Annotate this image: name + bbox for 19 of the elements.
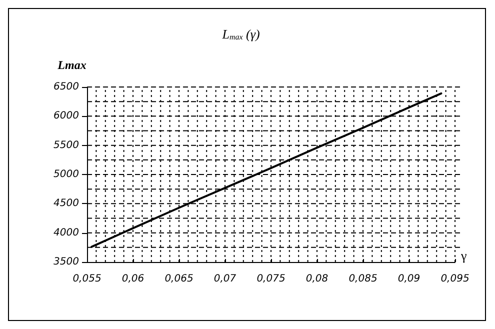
y-tick-label: 4000 — [54, 227, 79, 238]
y-tick-label: 4500 — [54, 198, 79, 210]
y-tick-label: 5500 — [54, 140, 79, 151]
x-tick-label: 0,06 — [122, 274, 144, 284]
x-tick-label: 0,085 — [348, 274, 378, 284]
x-tick-label: 0,065 — [164, 274, 194, 284]
y-tick-label: 5000 — [54, 169, 79, 180]
x-tick-label: 0,07 — [214, 274, 237, 284]
y-tick-label: 3500 — [54, 256, 79, 268]
x-tick-label: 0,08 — [306, 274, 328, 284]
y-axis-title: Lmax — [56, 58, 86, 72]
y-tick-label: 6000 — [54, 110, 79, 122]
x-axis-title: γ — [460, 248, 467, 263]
x-tick-label: 0,055 — [72, 274, 102, 284]
chart-title: Lmax (γ) — [221, 26, 260, 42]
y-tick-label: 6500 — [54, 82, 79, 92]
x-tick-label: 0,095 — [440, 274, 470, 284]
x-tick-label: 0,075 — [256, 274, 286, 284]
x-tick-label: 0,09 — [398, 274, 420, 284]
